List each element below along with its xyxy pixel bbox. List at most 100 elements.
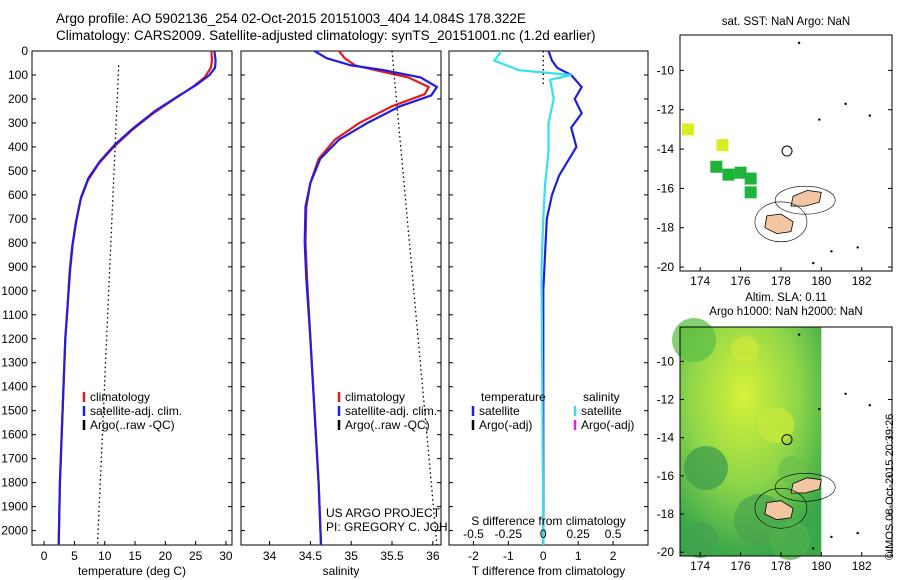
small-island xyxy=(812,261,815,265)
series-line-satellite xyxy=(492,50,572,546)
y-tick-label: -10 xyxy=(657,63,675,77)
series-line-argo-raw-qc- xyxy=(391,50,438,546)
annotation-project: US ARGO PROJECT xyxy=(326,506,441,520)
small-island xyxy=(856,531,859,535)
x2-tick-label: 0.5 xyxy=(605,527,622,541)
map-frame xyxy=(679,34,893,272)
y-tick-label: 1200 xyxy=(1,332,28,346)
small-island xyxy=(868,114,871,117)
x-tick-label: 20 xyxy=(159,549,173,563)
profile-panel-1: 34 34.5 35 35.5 36 salinity climatologysatelli… xyxy=(240,50,482,578)
series-line-satellite-adj-clim- xyxy=(303,50,439,546)
y-tick-label: 700 xyxy=(8,212,28,226)
map-subtitle: Argo h1000: NaN h2000: NaN xyxy=(709,306,862,318)
y-tick-label: 1500 xyxy=(1,404,28,418)
profile-location-marker xyxy=(781,145,793,157)
legend-group-title: temperature xyxy=(481,390,546,404)
small-island xyxy=(830,250,833,253)
x-tick-label: 1 xyxy=(575,549,582,563)
sla-blob xyxy=(672,318,716,362)
legend-label: satellite xyxy=(581,404,622,418)
legend-label: satellite-adj. clim. xyxy=(90,404,182,418)
y-tick-label: 600 xyxy=(8,188,28,202)
y-tick-label: 1700 xyxy=(1,452,28,466)
x-tick-label: 30 xyxy=(219,549,233,563)
figure-title-line1: Argo profile: AO 5902136_254 02-Oct-2015… xyxy=(56,11,526,26)
legend-group-title: salinity xyxy=(583,390,620,404)
x-tick-label: 0 xyxy=(540,549,547,563)
x-tick-label: -2 xyxy=(468,549,479,563)
x-tick-label: 178 xyxy=(771,559,791,573)
small-island xyxy=(856,246,859,249)
small-island xyxy=(830,535,833,539)
sst-cell xyxy=(744,186,757,199)
small-island xyxy=(797,333,801,336)
x-axis-label: salinity xyxy=(323,564,360,578)
x-tick-label: 15 xyxy=(128,549,142,563)
x-tick-label: 34 xyxy=(263,549,277,563)
x-tick-label: 176 xyxy=(731,274,751,288)
y-tick-label: 200 xyxy=(8,92,28,106)
y-tick-label: -12 xyxy=(657,103,675,117)
y-tick-label: 300 xyxy=(8,116,28,130)
island-viti-levu xyxy=(764,500,794,521)
profile-location-marker xyxy=(781,434,793,446)
series-line-satellite xyxy=(542,50,584,545)
credit-timestamp: ©IMOS 08-Oct-2015 20:39:26 xyxy=(884,413,896,560)
reef-contour xyxy=(754,201,808,243)
small-island xyxy=(844,392,847,395)
y-tick-label: -12 xyxy=(657,393,675,407)
y-tick-label: 1900 xyxy=(1,500,28,514)
x-tick-label: 25 xyxy=(189,549,203,563)
y-tick-label: -20 xyxy=(657,260,675,274)
sla-blob xyxy=(684,446,728,490)
small-island xyxy=(868,404,871,407)
y-tick-label: -10 xyxy=(657,354,675,368)
x2-axis-label: S difference from climatology xyxy=(471,514,626,528)
legend-label: Argo(..raw -QC) xyxy=(345,418,430,432)
profile-panel-0: 0100200300400500600700800900100011001200… xyxy=(1,44,233,578)
x-tick-label: -1 xyxy=(503,549,514,563)
x-axis-label: temperature (deg C) xyxy=(78,564,186,578)
y-tick-label: 0 xyxy=(21,44,28,58)
x-tick-label: 35 xyxy=(345,549,359,563)
legend-label: Argo(-adj) xyxy=(479,418,532,432)
reef-contour xyxy=(774,185,836,215)
y-tick-label: 500 xyxy=(8,164,28,178)
y-tick-label: 900 xyxy=(8,260,28,274)
y-tick-label: 400 xyxy=(8,140,28,154)
sst-cell xyxy=(744,172,757,185)
legend-label: Argo(-adj) xyxy=(581,418,634,432)
small-island xyxy=(812,547,815,550)
small-island xyxy=(797,41,801,45)
y-tick-label: -14 xyxy=(657,142,675,156)
y-tick-label: 1800 xyxy=(1,476,28,490)
x-tick-label: 34.5 xyxy=(299,549,323,563)
sst-cell xyxy=(682,123,695,136)
y-tick-label: 1600 xyxy=(1,428,28,442)
annotation-pi: PI: GREGORY C. JOHNSON xyxy=(326,520,482,534)
island-viti-levu xyxy=(764,213,794,235)
figure-title-line2: Climatology: CARS2009. Satellite-adjuste… xyxy=(56,28,596,43)
legend-label: Argo(..raw -QC) xyxy=(90,418,175,432)
x-tick-label: 176 xyxy=(731,559,751,573)
plot-frame xyxy=(240,50,442,546)
x-tick-label: 0 xyxy=(41,549,48,563)
x2-tick-label: -0.25 xyxy=(495,527,523,541)
x-tick-label: 36 xyxy=(426,549,440,563)
sst-cell xyxy=(710,160,723,173)
sla-blob xyxy=(682,522,718,558)
sla-blob xyxy=(758,407,794,443)
x-tick-label: 174 xyxy=(690,559,710,573)
sla-blob xyxy=(731,336,759,364)
y-tick-label: -14 xyxy=(657,431,675,445)
reef-contour xyxy=(774,472,836,502)
map-frame xyxy=(679,326,893,557)
x-tick-label: 174 xyxy=(690,274,710,288)
profile-panel-2: -2 -1 0 1 2T difference from climatology -0.5… xyxy=(448,50,649,578)
small-island xyxy=(844,102,847,106)
x-tick-label: 180 xyxy=(811,274,831,288)
series-line-satellite-adj-clim- xyxy=(57,50,217,546)
y-tick-label: -16 xyxy=(657,181,675,195)
